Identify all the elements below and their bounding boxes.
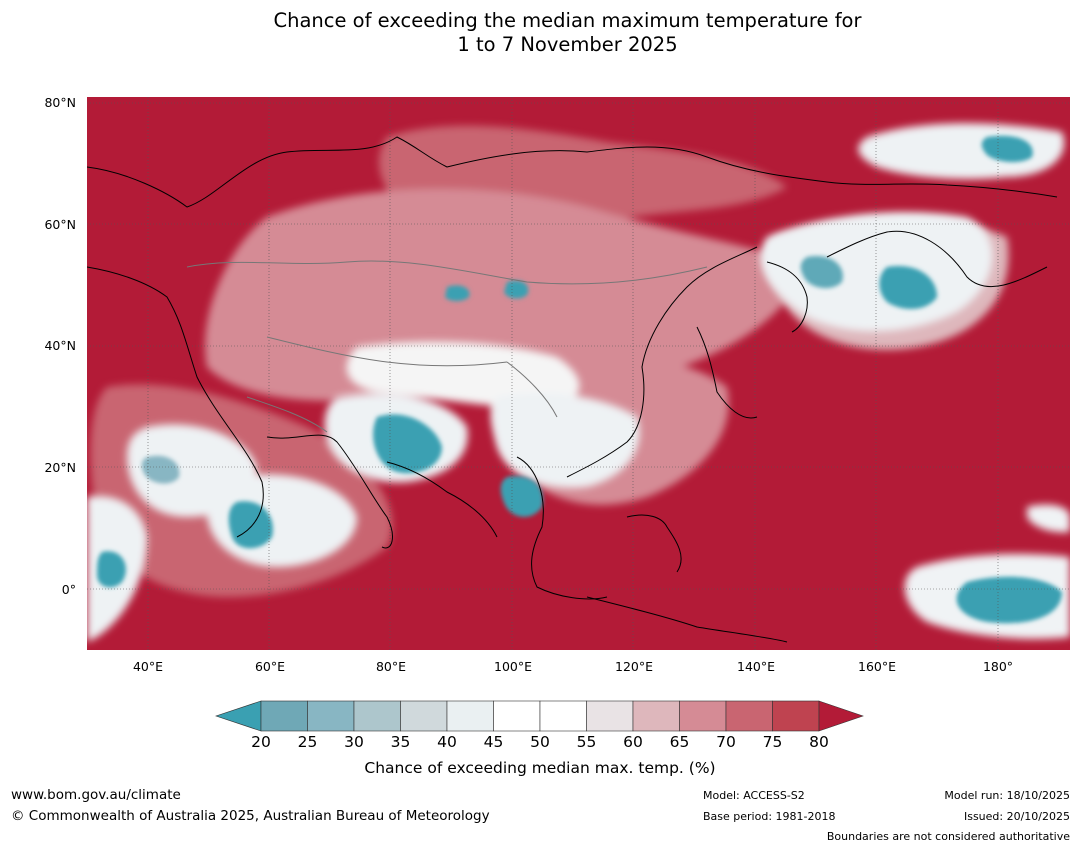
lon-label-140e: 140°E (736, 659, 776, 674)
lat-label-20n: 20°N (44, 460, 76, 475)
colorbar-tick-label: 45 (483, 733, 504, 751)
colorbar-tick-label: 40 (437, 733, 457, 751)
colorbar-segment (400, 700, 448, 732)
graticule (87, 97, 1070, 650)
colorbar-tick-label: 70 (716, 733, 736, 751)
issued-text: Issued: 20/10/2025 (963, 810, 1070, 823)
base-period-text: Base period: 1981-2018 (703, 810, 836, 823)
colorbar-extend-low (215, 700, 262, 732)
title-line-2: 1 to 7 November 2025 (457, 33, 678, 56)
coastlines (87, 136, 1058, 643)
colorbar-tick-label: 25 (297, 733, 318, 751)
colorbar-segment (632, 700, 680, 732)
model-run-text: Model run: 18/10/2025 (944, 789, 1070, 802)
model-text: Model: ACCESS-S2 (703, 789, 805, 802)
website-link[interactable]: www.bom.gov.au/climate (11, 787, 181, 803)
disclaimer-text: Boundaries are not considered authoritat… (826, 830, 1070, 843)
colorbar-tick-label: 65 (669, 733, 690, 751)
lon-label-160e: 160°E (857, 659, 897, 674)
low-probability-regions (97, 135, 1062, 624)
lon-label-100e: 100°E (493, 659, 533, 674)
colorbar-segment (260, 700, 308, 732)
copyright-text: © Commonwealth of Australia 2025, Austra… (11, 808, 490, 824)
colorbar-segment (353, 700, 401, 732)
lat-label-80n: 80°N (44, 95, 76, 110)
lon-label-80e: 80°E (375, 659, 407, 674)
colorbar-segment (725, 700, 773, 732)
lat-label-60n: 60°N (44, 217, 76, 232)
colorbar-segment (493, 700, 541, 732)
colorbar-tick-label: 35 (390, 733, 411, 751)
colorbar-tick-label: 55 (576, 733, 597, 751)
colorbar-tick-label: 80 (809, 733, 829, 751)
forecast-map (87, 97, 1070, 650)
colorbar-tick-label: 60 (623, 733, 643, 751)
country-borders (186, 260, 708, 433)
colorbar-segment (539, 700, 587, 732)
colorbar-segment (586, 700, 634, 732)
lat-label-40n: 40°N (44, 338, 76, 353)
lon-label-60e: 60°E (254, 659, 286, 674)
colorbar-extend-high (818, 700, 864, 732)
colorbar-tick-label: 50 (530, 733, 550, 751)
colorbar-segment (307, 700, 355, 732)
colorbar-tick-label: 75 (762, 733, 783, 751)
lat-label-0: 0° (61, 582, 76, 597)
colorbar-segment (446, 700, 494, 732)
title-line-1: Chance of exceeding the median maximum t… (273, 9, 862, 32)
colorbar-segment (772, 700, 820, 732)
lon-label-120e: 120°E (614, 659, 654, 674)
colorbar-tick-label: 20 (251, 733, 271, 751)
lon-label-180: 180° (982, 659, 1014, 674)
colorbar-tick-label: 30 (344, 733, 364, 751)
colorbar (215, 700, 864, 732)
map-canvas (87, 97, 1070, 650)
lon-label-40e: 40°E (132, 659, 164, 674)
map-title: Chance of exceeding the median maximum t… (0, 9, 1081, 57)
colorbar-label: Chance of exceeding median max. temp. (%… (364, 759, 716, 777)
colorbar-segment (679, 700, 727, 732)
